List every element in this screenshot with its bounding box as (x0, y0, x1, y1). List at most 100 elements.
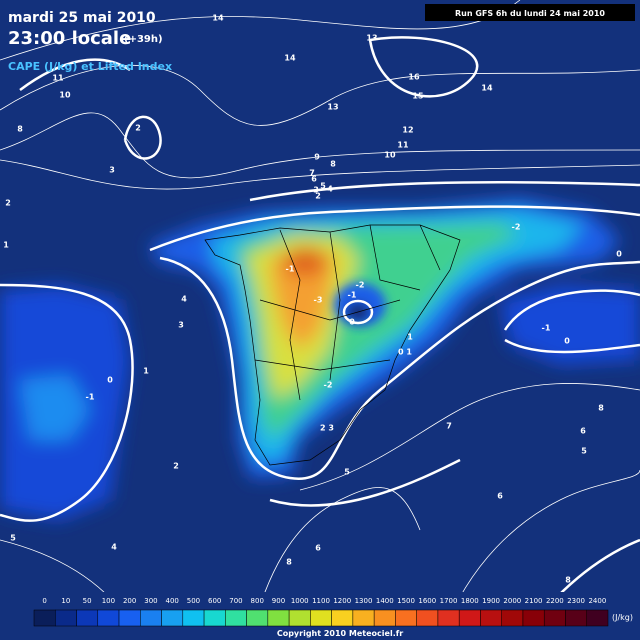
contour-label: 15 (412, 92, 424, 101)
low-cape-core (334, 283, 386, 327)
contour-label: 0 (616, 250, 622, 259)
contour-label: -1 (348, 291, 357, 300)
legend-tick-label: 100 (102, 597, 115, 605)
contour-label: 1 (3, 241, 9, 250)
contour-label: 3 (178, 321, 184, 330)
contour-label: 8 (598, 404, 604, 413)
contour-label: 6 (315, 544, 321, 553)
contour-label: 1 (407, 333, 413, 342)
legend-swatch (182, 609, 205, 627)
legend-tick-label: 1100 (312, 597, 330, 605)
contour-label: 2 3 (320, 424, 334, 433)
contour-label: 2 (5, 199, 11, 208)
contour-label: 10 (384, 151, 396, 160)
legend-swatch (267, 609, 290, 627)
contour-label: 11 (397, 141, 409, 150)
legend-swatch (97, 609, 120, 627)
contour-label: 4 (181, 295, 187, 304)
contour-label: -1 (286, 265, 295, 274)
legend-swatch (118, 609, 141, 627)
contour-label: 9 (314, 153, 320, 162)
contour-label: 2 (315, 192, 321, 201)
legend-tick-label: 900 (272, 597, 285, 605)
legend-tick-label: 1200 (333, 597, 351, 605)
contour-label: 8 (330, 160, 336, 169)
legend-swatch (33, 609, 56, 627)
legend-swatch (352, 609, 375, 627)
time: 23:00 locale (8, 28, 131, 49)
legend-tick-label: 700 (229, 597, 242, 605)
legend-swatch (76, 609, 99, 627)
contour-label: -2 (512, 223, 521, 232)
contour-label: 1 (143, 367, 149, 376)
field: CAPE (J/kg) et Lifted Index (8, 60, 172, 73)
legend-swatch (140, 609, 162, 627)
legend-swatch (161, 609, 184, 627)
contour-label: 6 (311, 175, 317, 184)
legend-tick-label: 50 (83, 597, 92, 605)
legend-tick-label: 2200 (546, 597, 564, 605)
contour-label: 8 (17, 125, 23, 134)
offset: (+39h) (124, 34, 163, 45)
legend-tick-label: 300 (144, 597, 157, 605)
contour-label: 2 (135, 124, 141, 133)
legend-swatch (522, 609, 545, 627)
legend-unit: (J/kg) (612, 613, 633, 622)
legend-swatch (373, 609, 396, 627)
legend-swatch (458, 609, 481, 627)
legend-swatch (501, 609, 524, 627)
contour-label: -2 (324, 381, 333, 390)
legend-tick-label: 500 (187, 597, 200, 605)
legend-tick-label: 2400 (588, 597, 606, 605)
contour-label: 0 (107, 376, 113, 385)
cape-field (0, 198, 640, 520)
contour-label: 3 (313, 186, 319, 195)
legend-swatch (543, 609, 566, 627)
contour-label: 5 (10, 534, 16, 543)
date: mardi 25 mai 2010 (8, 10, 156, 26)
contour-label: -3 (314, 296, 323, 305)
legend-swatch (55, 609, 77, 627)
borders (204, 224, 461, 466)
legend-tick-label: 1900 (482, 597, 500, 605)
legend-tick-label: 800 (251, 597, 264, 605)
legend-tick-label: 0 (42, 597, 46, 605)
legend-swatch (246, 609, 269, 627)
legend-swatch (225, 609, 247, 627)
legend-tick-label: 600 (208, 597, 221, 605)
legend-swatch (203, 609, 226, 627)
legend-swatch (565, 609, 587, 627)
contour-label: 14 (212, 14, 224, 23)
contour-label: 13 (327, 103, 338, 112)
contour-label: -1 (542, 324, 551, 333)
contour-label: 11 (52, 74, 64, 83)
legend-tick-label: 2300 (567, 597, 585, 605)
contour-label: 6 (580, 427, 586, 436)
legend-swatch (586, 609, 609, 627)
legend-tick-label: 1000 (291, 597, 309, 605)
contour-label: 5 (344, 468, 350, 477)
legend-tick-label: 1600 (418, 597, 436, 605)
legend-tick-label: 400 (165, 597, 178, 605)
contour-label: 7 (446, 422, 452, 431)
contour-label: 0 (564, 337, 570, 346)
run: Run GFS 6h du lundi 24 mai 2010 (455, 9, 605, 18)
legend-tick-label: 2000 (503, 597, 521, 605)
copyright: Copyright 2010 Meteociel.fr (277, 629, 403, 638)
legend-tick-label: 2100 (525, 597, 543, 605)
contour-label: -2 (356, 281, 365, 290)
contour-label: 10 (59, 91, 71, 100)
contour-label: 0 (349, 318, 355, 327)
contour-label: 5 (320, 182, 326, 191)
legend-tick-label: 10 (61, 597, 70, 605)
contour-label: 6 (497, 492, 503, 501)
legend-tick-label: 1400 (376, 597, 394, 605)
legend-tick-label: 1800 (461, 597, 479, 605)
contour-label: 0 1 (398, 348, 412, 357)
contour-label: 14 (284, 54, 296, 63)
legend-swatch (416, 609, 439, 627)
